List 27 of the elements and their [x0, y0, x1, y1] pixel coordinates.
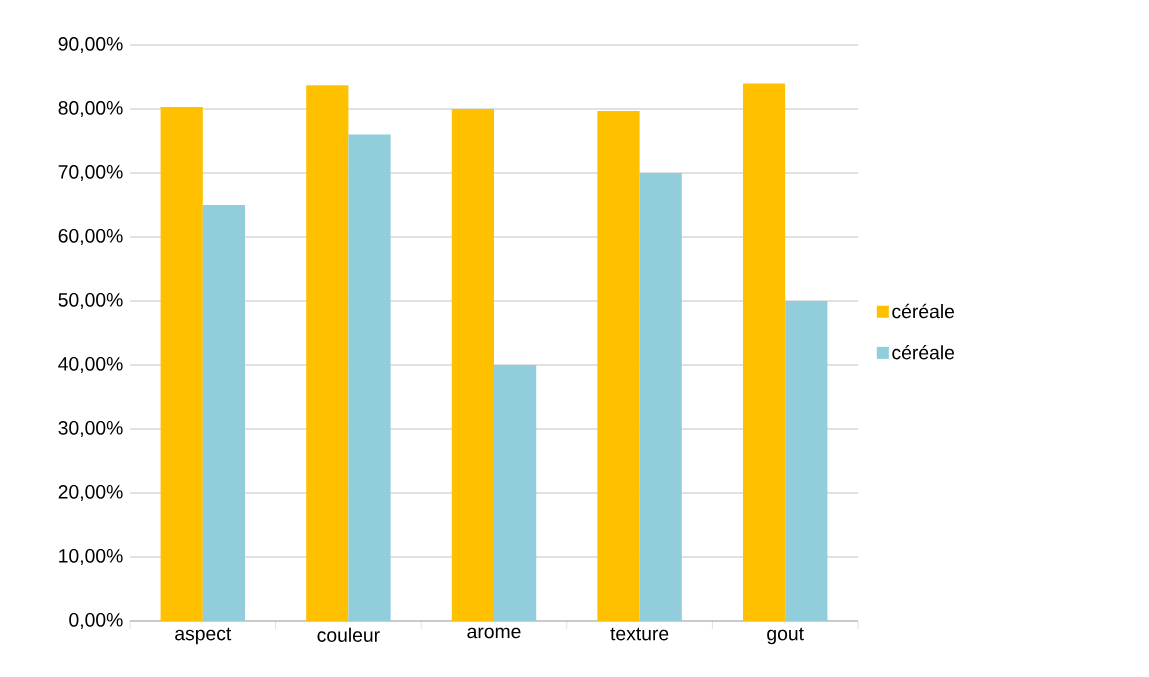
y-tick-label: 90,00% — [58, 37, 123, 53]
y-tick-label: 30,00% — [58, 420, 123, 437]
y-tick-label: 80,00% — [58, 101, 123, 117]
y-tick-label: 20,00% — [58, 484, 123, 501]
legend-label: céréale — [892, 303, 955, 319]
bar — [451, 108, 494, 621]
bar — [494, 364, 537, 621]
y-tick-label: 70,00% — [58, 165, 123, 181]
legend-label: céréale — [892, 344, 955, 360]
bar — [742, 83, 786, 621]
y-tick-label: 60,00% — [58, 228, 123, 245]
bar — [306, 85, 349, 621]
bar — [348, 134, 391, 621]
bar — [597, 110, 640, 621]
y-tick-label: 0,00% — [69, 612, 123, 629]
x-tick-label: texture — [610, 627, 669, 641]
x-tick-label: couleur — [317, 627, 380, 642]
bar — [160, 107, 203, 621]
bar — [202, 204, 246, 621]
y-tick-label: 10,00% — [59, 548, 123, 565]
x-tick-label: aspect — [175, 627, 232, 645]
x-tick-label: arome — [467, 627, 521, 639]
y-tick-label: 50,00% — [58, 292, 123, 309]
bar — [785, 300, 828, 621]
x-tick-label: gout — [767, 627, 804, 645]
bar — [639, 172, 682, 621]
y-tick-label: 40,00% — [58, 356, 123, 373]
